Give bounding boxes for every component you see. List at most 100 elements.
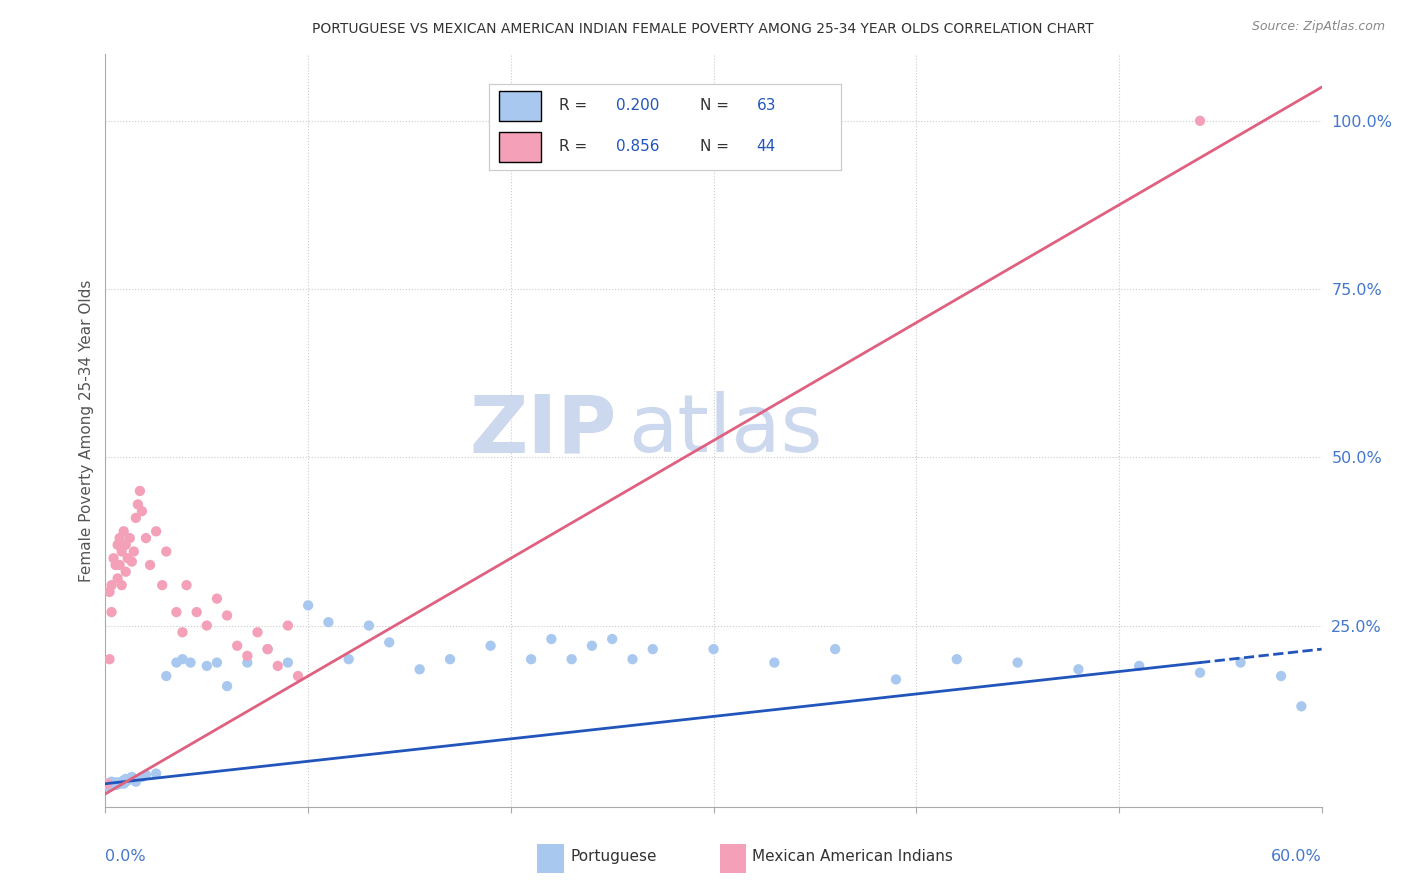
Point [111,774,134,789]
Point [256,642,278,657]
Text: Portuguese: Portuguese [569,849,657,863]
Point [297,599,319,613]
Point [98,780,121,794]
Point [520,652,543,666]
Point [226,639,249,653]
Point [107,571,129,585]
Point [121,555,143,569]
Point [114,538,136,552]
Point [287,669,309,683]
Point [155,669,177,683]
Point [763,656,786,670]
Point [180,656,202,670]
Point [104,778,127,792]
Point [172,652,194,666]
Point [357,618,380,632]
Point [125,511,148,525]
Point [1270,669,1292,683]
Point [103,777,125,791]
Point [1291,699,1313,714]
Point [96,777,118,791]
Point [217,679,239,693]
Point [439,652,461,666]
Point [1189,665,1212,680]
Y-axis label: Female Poverty Among 25-34 Year Olds: Female Poverty Among 25-34 Year Olds [79,279,94,582]
Point [135,531,157,545]
Point [114,774,136,789]
Point [337,652,360,666]
Point [103,551,125,566]
Point [131,504,153,518]
Point [172,625,194,640]
Point [186,605,208,619]
Point [217,608,239,623]
Point [100,774,122,789]
Point [104,558,127,572]
Point [195,618,218,632]
Point [122,544,145,558]
Point [702,642,725,657]
Point [155,544,177,558]
Point [100,779,122,793]
Point [98,777,121,791]
Point [236,656,259,670]
Point [1189,113,1212,128]
Point [98,585,121,599]
Point [112,777,135,791]
Point [205,656,228,670]
Text: Mexican American Indians: Mexican American Indians [752,849,953,863]
Point [600,632,623,646]
Point [1067,662,1090,676]
Point [176,578,198,592]
Point [561,652,583,666]
Text: PORTUGUESE VS MEXICAN AMERICAN INDIAN FEMALE POVERTY AMONG 25-34 YEAR OLDS CORRE: PORTUGUESE VS MEXICAN AMERICAN INDIAN FE… [312,22,1094,37]
Point [139,558,162,572]
Point [195,659,218,673]
Text: 0.0%: 0.0% [105,848,146,863]
Point [408,662,430,676]
Point [129,483,152,498]
Point [108,777,131,791]
Point [108,775,131,789]
Point [135,768,157,782]
Point [114,565,136,579]
Point [103,776,125,790]
Point [112,524,135,539]
Text: Source: ZipAtlas.com: Source: ZipAtlas.com [1251,20,1385,33]
Point [111,578,134,592]
Point [118,531,141,545]
Point [112,773,135,788]
Point [98,652,121,666]
Point [107,776,129,790]
Point [111,544,134,558]
Text: atlas: atlas [628,392,823,469]
Point [117,773,139,788]
Point [118,772,141,786]
Point [165,656,187,670]
Point [1007,656,1029,670]
Point [145,524,167,539]
Point [540,632,562,646]
Point [378,635,401,649]
Point [96,777,118,791]
Point [277,656,299,670]
Point [108,531,131,545]
Point [121,770,143,784]
Point [581,639,603,653]
Point [108,558,131,572]
Point [150,578,173,592]
Point [479,639,502,653]
Text: ZIP: ZIP [470,392,616,469]
Point [621,652,644,666]
Point [1229,656,1251,670]
Point [205,591,228,606]
Point [641,642,664,657]
Point [100,578,122,592]
Point [267,659,290,673]
Point [127,497,149,511]
Point [884,673,907,687]
Point [131,770,153,784]
Point [111,776,134,790]
Point [145,766,167,780]
Point [318,615,340,630]
